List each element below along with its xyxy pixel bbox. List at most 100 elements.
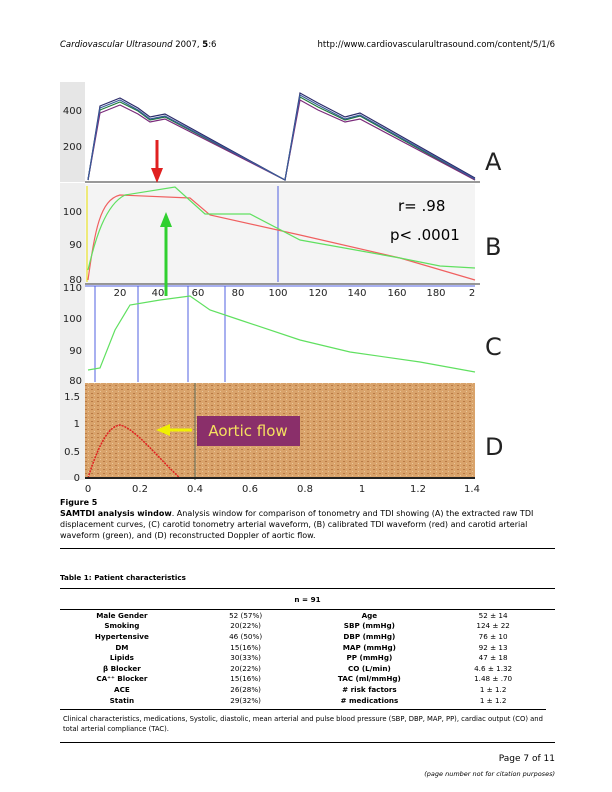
cell-label: DBP (mmHg) <box>343 631 396 641</box>
cell-value: 52 (57%) <box>229 610 263 620</box>
cell-value: 92 ± 13 <box>478 642 508 652</box>
table-row: Male Gender 52 (57%) Age 52 ± 14 <box>60 610 555 621</box>
y-tick-label: 200 <box>63 142 82 153</box>
cell-label: CA⁺⁺ Blocker <box>96 674 148 684</box>
r-value: r= .98 <box>398 197 445 215</box>
table-row: Statin 29(32%) # medications 1 ± 1.2 <box>60 695 555 706</box>
page-number: Page 7 of 11 <box>498 754 555 764</box>
table: n = 91 Male Gender 52 (57%) Age 52 ± 14 Smok… <box>60 588 555 705</box>
y-tick-label: 100 <box>63 314 82 325</box>
panel-label: D <box>485 433 503 461</box>
cell-value: 29(32%) <box>230 695 261 705</box>
issue: :6 <box>208 40 217 50</box>
y-tick-label: 90 <box>69 240 82 251</box>
cell-value: 26(28%) <box>230 684 261 694</box>
x-tick-label: 80 <box>232 288 245 299</box>
table-row: ACE 26(28%) # risk factors 1 ± 1.2 <box>60 684 555 695</box>
x-tick-label: 2 <box>469 288 475 299</box>
cell-value: 4.6 ± 1.32 <box>474 663 513 673</box>
cell-label: Lipids <box>109 653 134 663</box>
cell-label: PP (mmHg) <box>346 653 393 663</box>
cell-value: 46 (50%) <box>229 631 263 641</box>
cell-value: 15(16%) <box>230 642 261 652</box>
y-tick-label: 100 <box>63 207 82 218</box>
cell-value: 52 ± 14 <box>478 610 508 620</box>
tdi-curves <box>87 92 476 181</box>
cell-label: Statin <box>109 695 135 705</box>
cell-label: Hypertensive <box>94 631 149 641</box>
cell-label: SBP (mmHg) <box>343 621 395 631</box>
figure: Aortic flow r= .98 p< .0001 ABCD40020010… <box>60 82 503 495</box>
flow-label: Aortic flow <box>208 422 287 440</box>
cell-value: 15(16%) <box>230 674 261 684</box>
cell-value: 20(22%) <box>230 621 261 631</box>
carotid-waveform <box>87 186 476 271</box>
cell-value: 1.48 ± .70 <box>474 674 513 684</box>
table-row: Hypertensive 46 (50%) DBP (mmHg) 76 ± 10 <box>60 631 555 642</box>
footer-note: (page number not for citation purposes) <box>424 770 555 778</box>
tonometry-waveform <box>87 295 476 373</box>
cell-value: 20(22%) <box>230 663 261 673</box>
arrow-head <box>151 168 163 183</box>
cell-value: 1 ± 1.2 <box>479 695 507 705</box>
cell-label: Age <box>361 610 378 620</box>
axis-strip <box>60 82 85 182</box>
cell-label: DM <box>115 642 129 652</box>
marker-lines <box>94 286 226 382</box>
cell-label: CO (L/min) <box>348 663 391 673</box>
table-title: Table 1: Patient characteristics <box>60 573 186 582</box>
x-tick-label: 0.4 <box>187 484 203 495</box>
cell-value: 76 ± 10 <box>478 631 508 641</box>
table-row: β Blocker 20(22%) CO (L/min) 4.6 ± 1.32 <box>60 663 555 674</box>
arrow-head <box>160 212 172 227</box>
x-tick-label: 120 <box>308 288 327 299</box>
table-row: CA⁺⁺ Blocker 15(16%) TAC (ml/mmHg) 1.48 ± .… <box>60 674 555 685</box>
cell-value: 30(33%) <box>230 653 261 663</box>
table-row: Lipids 30(33%) PP (mmHg) 47 ± 18 <box>60 652 555 663</box>
table-wrap: n = 91 Male Gender 52 (57%) Age 52 ± 14 Smok… <box>60 588 555 734</box>
rule <box>60 742 555 743</box>
cell-label: Male Gender <box>96 610 148 620</box>
x-tick-label: 20 <box>114 288 127 299</box>
x-tick-label: 0.2 <box>132 484 148 495</box>
cell-label: β Blocker <box>102 663 141 673</box>
axis-strip <box>60 183 85 480</box>
x-tick-label: 140 <box>347 288 366 299</box>
rule <box>60 548 555 549</box>
cell-label: Smoking <box>104 621 140 631</box>
cell-value: 47 ± 18 <box>478 653 508 663</box>
table-header: n = 91 <box>294 594 321 604</box>
header-citation: Cardiovascular Ultrasound 2007, 5:6 <box>60 40 216 50</box>
x-tick-label: 1.4 <box>464 484 480 495</box>
cell-label: # medications <box>340 695 399 705</box>
y-tick-label: 110 <box>63 283 82 294</box>
label-box <box>197 416 300 446</box>
arrow-head <box>156 424 170 436</box>
y-tick-label: 1 <box>74 419 80 430</box>
x-tick-label: 1 <box>359 484 365 495</box>
volume: 5 <box>202 40 209 50</box>
x-tick-label: 180 <box>426 288 445 299</box>
y-tick-label: 1.5 <box>64 392 80 403</box>
panel-label: A <box>485 148 502 176</box>
cell-value: 1 ± 1.2 <box>479 684 507 694</box>
x-tick-label: 0 <box>85 484 91 495</box>
cell-value: 124 ± 22 <box>476 621 510 631</box>
x-tick-label: 60 <box>192 288 205 299</box>
x-tick-label: 40 <box>152 288 165 299</box>
caption-body: . Analysis window for comparison of tono… <box>60 509 534 540</box>
panel-label: B <box>485 233 501 261</box>
table-note: Clinical characteristics, medications, S… <box>60 709 546 734</box>
cell-label: ACE <box>114 684 130 694</box>
x-tick-label: 0.6 <box>242 484 258 495</box>
x-tick-label: 100 <box>268 288 287 299</box>
panel-bg <box>85 184 475 284</box>
y-tick-label: 0 <box>74 473 80 484</box>
cell-label: # risk factors <box>342 684 397 694</box>
panel-label: C <box>485 333 502 361</box>
year: 2007, <box>172 40 203 50</box>
table-row: Smoking 20(22%) SBP (mmHg) 124 ± 22 <box>60 621 555 632</box>
caption-bold: SAMTDI analysis window <box>60 509 172 518</box>
y-tick-label: 80 <box>69 275 82 286</box>
header-url: http://www.cardiovascularultrasound.com/… <box>317 40 555 50</box>
